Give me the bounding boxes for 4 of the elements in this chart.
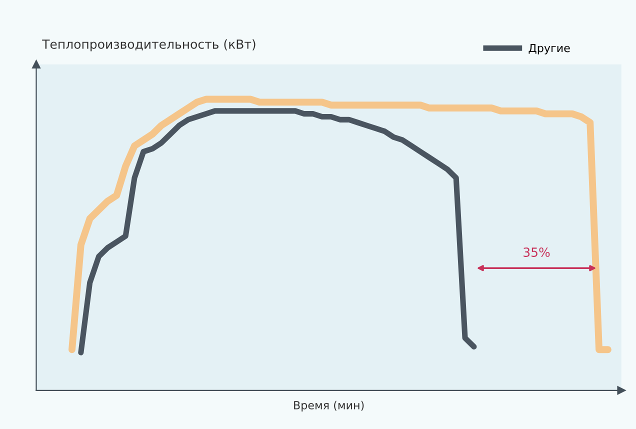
annotation: 35% bbox=[524, 248, 550, 257]
legend-label: Другие bbox=[528, 44, 570, 54]
y-axis-title: Теплопроизводительность (кВт) bbox=[42, 39, 256, 52]
x-axis-title: Время (мин) bbox=[294, 400, 364, 412]
